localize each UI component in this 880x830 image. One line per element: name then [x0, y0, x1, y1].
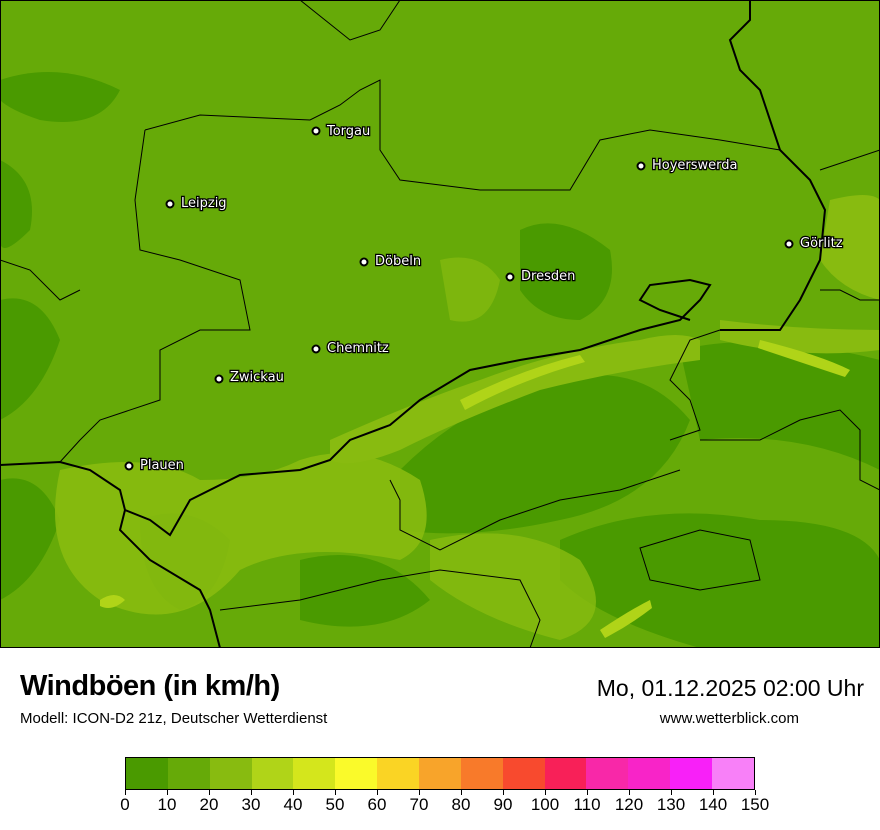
- city-leipzig: Leipzig: [165, 195, 228, 212]
- legend-tick-label: 100: [530, 795, 560, 814]
- city-label: Chemnitz: [327, 341, 389, 356]
- wind-gust-map: Torgau Leipzig Hoyerswerda Döbeln Dresde…: [0, 0, 880, 648]
- website-link: www.wetterblick.com: [659, 710, 799, 727]
- legend-tick: [629, 790, 630, 795]
- legend-tick-label: 40: [283, 795, 303, 814]
- color-legend: [125, 757, 755, 790]
- city-markers: Torgau Leipzig Hoyerswerda Döbeln Dresde…: [124, 123, 844, 474]
- legend-tick-label: 150: [740, 795, 770, 814]
- city-label: Dresden: [521, 269, 575, 284]
- legend-swatch: [460, 758, 503, 789]
- city-zwickau: Zwickau: [214, 369, 285, 386]
- city-goerlitz: Görlitz: [784, 235, 844, 252]
- city-label: Leipzig: [181, 196, 227, 211]
- city-torgau: Torgau: [311, 123, 372, 140]
- legend-tick-label: 20: [199, 795, 219, 814]
- legend-tick-label: 70: [409, 795, 429, 814]
- legend-tick-label: 120: [614, 795, 644, 814]
- legend-swatch: [293, 758, 336, 789]
- legend-swatch: [335, 758, 378, 789]
- legend-swatch: [126, 758, 168, 789]
- legend-tick: [335, 790, 336, 795]
- model-source: Modell: ICON-D2 21z, Deutscher Wetterdie…: [20, 710, 328, 727]
- legend-tick: [713, 790, 714, 795]
- legend-swatch: [502, 758, 545, 789]
- forecast-datetime: Mo, 01.12.2025 02:00 Uhr: [596, 675, 864, 701]
- city-label: Torgau: [326, 124, 370, 139]
- city-chemnitz: Chemnitz: [311, 340, 390, 357]
- legend-swatch: [419, 758, 461, 789]
- legend-tick-label: 60: [367, 795, 387, 814]
- legend-tick: [293, 790, 294, 795]
- city-doebeln: Döbeln: [359, 253, 422, 270]
- legend-tick: [377, 790, 378, 795]
- city-plauen: Plauen: [124, 457, 185, 474]
- legend-swatch: [586, 758, 629, 789]
- legend-tick: [251, 790, 252, 795]
- legend-tick-label: 80: [451, 795, 471, 814]
- legend-swatch: [209, 758, 252, 789]
- legend-tick: [461, 790, 462, 795]
- legend-tick-label: 130: [656, 795, 686, 814]
- legend-swatch: [377, 758, 420, 789]
- legend-tick: [587, 790, 588, 795]
- legend-swatch: [670, 758, 713, 789]
- legend-tick: [503, 790, 504, 795]
- legend-swatch: [712, 758, 754, 789]
- legend-tick: [209, 790, 210, 795]
- city-dresden: Dresden: [505, 268, 577, 285]
- legend-tick-label: 140: [698, 795, 728, 814]
- legend-tick: [419, 790, 420, 795]
- city-label: Döbeln: [375, 254, 421, 269]
- wind-field-light-areas: [55, 195, 880, 640]
- city-hoyerswerda: Hoyerswerda: [636, 157, 739, 174]
- legend-ticks: 0 10 20 30 40 50 60 70 80 90 100 110 120 130 140 150: [120, 790, 769, 820]
- legend-tick-label: 0: [120, 795, 130, 814]
- legend-swatch: [251, 758, 294, 789]
- city-label: Plauen: [140, 458, 184, 473]
- legend-swatch: [628, 758, 671, 789]
- map-title: Windböen (in km/h): [20, 670, 280, 702]
- city-label: Görlitz: [800, 236, 843, 251]
- borders: [0, 0, 880, 648]
- legend-tick: [167, 790, 168, 795]
- city-label: Zwickau: [230, 370, 284, 385]
- legend-tick: [671, 790, 672, 795]
- legend-tick: [545, 790, 546, 795]
- legend-swatch: [544, 758, 587, 789]
- wind-field-yellow-streaks: [100, 340, 850, 638]
- legend-tick: [125, 790, 126, 795]
- legend-tick-label: 50: [325, 795, 345, 814]
- legend-tick-label: 30: [241, 795, 261, 814]
- city-label: Hoyerswerda: [652, 158, 738, 173]
- legend-swatch: [167, 758, 210, 789]
- legend-tick-label: 10: [157, 795, 177, 814]
- legend-tick-label: 90: [493, 795, 513, 814]
- legend-tick-label: 110: [573, 795, 601, 814]
- legend-tick: [755, 790, 756, 795]
